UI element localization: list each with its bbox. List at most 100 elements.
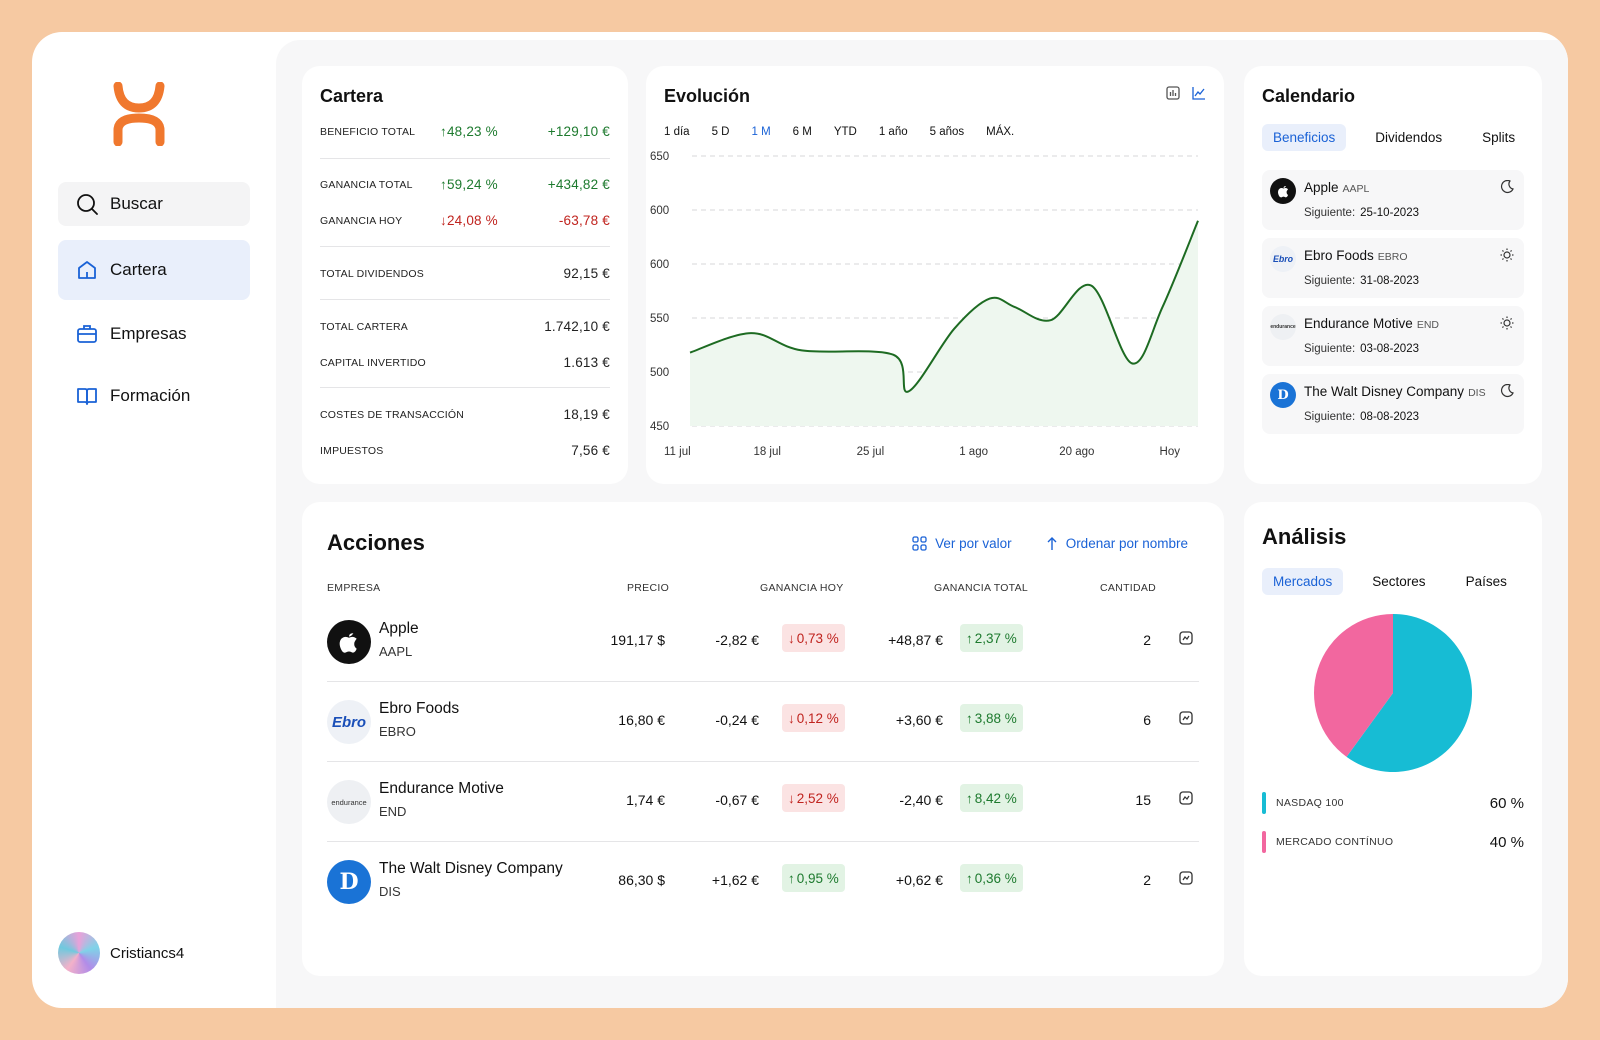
gain-today-pct-badge: ↓ 0,73 % bbox=[782, 624, 845, 652]
event-name: Endurance Motive bbox=[1304, 316, 1413, 331]
range-option[interactable]: 5 años bbox=[929, 126, 965, 138]
tab-splits[interactable]: Splits bbox=[1482, 130, 1516, 145]
row-value: +434,82 € bbox=[547, 177, 610, 192]
username: Cristiancs4 bbox=[110, 944, 185, 962]
sidebar-item-label: Formación bbox=[110, 386, 191, 405]
range-option[interactable]: YTD bbox=[833, 126, 857, 138]
tab-sectores[interactable]: Sectores bbox=[1372, 574, 1426, 589]
view-by-value-button[interactable]: Ver por valor bbox=[912, 536, 1012, 551]
range-option[interactable]: 1 año bbox=[878, 126, 908, 138]
sun-icon bbox=[1500, 248, 1514, 267]
row-value: 1.613 € bbox=[563, 355, 610, 370]
home-icon bbox=[78, 261, 96, 279]
divider bbox=[320, 387, 610, 388]
range-option[interactable]: 1 M bbox=[751, 126, 771, 138]
avatar bbox=[58, 932, 100, 974]
order-by-name-button[interactable]: Ordenar por nombre bbox=[1046, 536, 1188, 551]
table-row[interactable]: Ebro Ebro Foods EBRO 16,80 € -0,24 € ↓ 0,12 % +… bbox=[327, 682, 1199, 762]
next-label: Siguiente: bbox=[1304, 411, 1356, 423]
y-tick-label: 600 bbox=[650, 205, 669, 217]
row-value: 1.742,10 € bbox=[544, 319, 610, 334]
stock-chart-icon[interactable] bbox=[1179, 871, 1193, 890]
legend-value: 40 % bbox=[1489, 833, 1524, 851]
event-name: The Walt Disney Company bbox=[1304, 384, 1465, 399]
row-pct: ↓24,08 % bbox=[440, 213, 498, 228]
ganancia-total-row: Ganancia total ↑59,24 % +434,82 € bbox=[320, 177, 610, 192]
range-option[interactable]: MÁX. bbox=[986, 126, 1015, 138]
view-by-value-label: Ver por valor bbox=[935, 536, 1012, 551]
arrow-up-icon: ↑ bbox=[788, 870, 795, 886]
divider bbox=[320, 299, 610, 300]
line-chart-icon[interactable] bbox=[1192, 86, 1206, 100]
tab-mercados[interactable]: Mercados bbox=[1262, 568, 1344, 595]
tab-dividendos[interactable]: Dividendos bbox=[1375, 130, 1443, 145]
table-row[interactable]: endurance Endurance Motive END 1,74 € -0,67 … bbox=[327, 762, 1199, 842]
tab-paises[interactable]: Países bbox=[1465, 574, 1507, 589]
user-profile[interactable]: Cristiancs4 bbox=[58, 932, 184, 974]
x-tick-label: 25 jul bbox=[857, 446, 885, 458]
row-value: 18,19 € bbox=[563, 407, 610, 422]
stock-chart-icon[interactable] bbox=[1179, 631, 1193, 650]
calendar-event[interactable]: D The Walt Disney Company DIS Siguiente: 08-… bbox=[1262, 374, 1524, 434]
row-value: 7,56 € bbox=[571, 443, 610, 458]
search-button[interactable]: Buscar bbox=[58, 182, 250, 226]
analisis-pie-chart bbox=[1314, 614, 1472, 772]
event-next: Siguiente: 03-08-2023 bbox=[1304, 343, 1419, 355]
stock-price: 191,17 $ bbox=[610, 632, 666, 648]
ganancia-hoy-row: Ganancia hoy ↓24,08 % -63,78 € bbox=[320, 213, 610, 228]
app-logo bbox=[113, 82, 165, 146]
row-pct: ↑59,24 % bbox=[440, 177, 498, 192]
sidebar-item-formacion[interactable]: Formación bbox=[58, 366, 250, 426]
gain-today-pct-badge: ↓ 0,12 % bbox=[782, 704, 845, 732]
arrow-up-icon: ↑ bbox=[966, 870, 973, 886]
pie-slice[interactable] bbox=[1314, 614, 1393, 757]
ebro-logo-icon: Ebro bbox=[327, 700, 371, 744]
legend-label: Mercado contínuo bbox=[1276, 836, 1394, 848]
calendar-event[interactable]: endurance Endurance Motive END Siguiente: 03… bbox=[1262, 306, 1524, 366]
calendar-event[interactable]: Ebro Ebro Foods EBRO Siguiente: 31-08-2023 bbox=[1262, 238, 1524, 298]
arrow-up-icon: ↑ bbox=[966, 790, 973, 806]
event-ticker: AAPL bbox=[1342, 183, 1370, 195]
bar-chart-icon[interactable] bbox=[1166, 86, 1180, 100]
stock-ticker: EBRO bbox=[379, 724, 416, 739]
stock-gain-today: +1,62 € bbox=[711, 872, 759, 888]
arrow-down-icon: ↓ bbox=[788, 710, 795, 726]
sidebar-item-label: Cartera bbox=[110, 260, 167, 279]
calendario-card: Calendario Beneficios Dividendos Splits … bbox=[1244, 66, 1542, 484]
row-label: Beneficio total bbox=[320, 125, 416, 138]
event-next: Siguiente: 25-10-2023 bbox=[1304, 207, 1419, 219]
event-ticker: EBRO bbox=[1377, 251, 1408, 263]
stock-chart-icon[interactable] bbox=[1179, 791, 1193, 810]
next-label: Siguiente: bbox=[1304, 343, 1356, 355]
x-tick-label: 1 ago bbox=[959, 446, 988, 458]
gain-today-pct: 0,95 % bbox=[796, 870, 839, 886]
stock-quantity: 2 bbox=[1143, 632, 1151, 648]
order-by-name-label: Ordenar por nombre bbox=[1065, 536, 1188, 551]
sidebar-item-cartera[interactable]: Cartera bbox=[58, 240, 250, 300]
legend-value: 60 % bbox=[1489, 794, 1524, 812]
grid-icon bbox=[912, 536, 927, 551]
evolucion-chart: 650 600 600 550 500 450 11 jul 18 jul 25 jul 1 ag… bbox=[650, 151, 1199, 458]
stock-ticker: END bbox=[379, 804, 407, 819]
dividendos-row: Total dividendos 92,15 € bbox=[320, 266, 610, 281]
sun-icon bbox=[1500, 316, 1514, 335]
table-row[interactable]: D The Walt Disney Company DIS 86,30 $ +1,62 … bbox=[327, 842, 1199, 922]
row-divider bbox=[327, 761, 1199, 762]
search-label: Buscar bbox=[110, 194, 163, 213]
pie-slice[interactable] bbox=[1346, 614, 1472, 772]
stock-gain-today: -0,67 € bbox=[715, 792, 759, 808]
stock-gain-today: -2,82 € bbox=[715, 632, 759, 648]
calendar-event[interactable]: Apple AAPL Siguiente: 25-10-2023 bbox=[1262, 170, 1524, 230]
legend-mercado-continuo: Mercado contínuo 40 % bbox=[1262, 831, 1524, 853]
series-line bbox=[689, 220, 1199, 393]
table-row[interactable]: Apple AAPL 191,17 $ -2,82 € ↓ 0,73 % +48,87 € ↑… bbox=[327, 602, 1199, 682]
range-option[interactable]: 1 día bbox=[664, 126, 690, 138]
event-company: Ebro Foods EBRO bbox=[1304, 248, 1408, 263]
stock-chart-icon[interactable] bbox=[1179, 711, 1193, 730]
y-tick-label: 450 bbox=[650, 421, 669, 433]
tab-beneficios[interactable]: Beneficios bbox=[1262, 124, 1347, 151]
range-option[interactable]: 5 D bbox=[711, 126, 730, 138]
capital-row: Capital invertido 1.613 € bbox=[320, 355, 610, 370]
sidebar-item-empresas[interactable]: Empresas bbox=[58, 304, 250, 364]
range-option[interactable]: 6 M bbox=[792, 126, 812, 138]
